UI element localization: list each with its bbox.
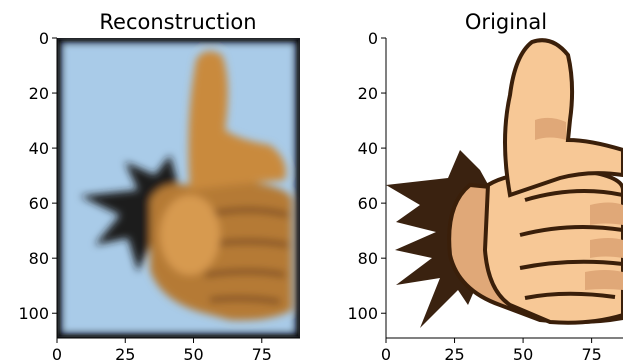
- x-tick-label: 25: [115, 345, 135, 362]
- y-tick-label: 0: [368, 29, 378, 48]
- y-tick-label: 60: [358, 194, 378, 213]
- original-image: [386, 38, 623, 338]
- original-panel: Original 0 25 50 75 0 20 40 60 80 100: [347, 10, 623, 362]
- y-tick-label: 100: [18, 304, 49, 323]
- y-tick-label: 40: [29, 139, 49, 158]
- y-tick-label: 100: [347, 304, 378, 323]
- x-tick-label: 75: [581, 345, 601, 362]
- y-tick-label: 40: [358, 139, 378, 158]
- y-tick-label: 20: [29, 84, 49, 103]
- x-tick-label: 0: [381, 345, 391, 362]
- x-tick-label: 25: [444, 345, 464, 362]
- y-tick-label: 60: [29, 194, 49, 213]
- y-tick-label: 80: [29, 249, 49, 268]
- x-tick-label: 50: [183, 345, 203, 362]
- y-tick-label: 0: [39, 29, 49, 48]
- original-title: Original: [465, 10, 547, 34]
- reconstruction-panel: Reconstruction 0 25 50 75 0 20 40 60 80 100: [18, 10, 300, 362]
- x-tick-label: 75: [252, 345, 272, 362]
- y-tick-label: 80: [358, 249, 378, 268]
- reconstruction-image: [57, 38, 300, 338]
- original-ticks: 0 25 50 75 0 20 40 60 80 100: [347, 29, 601, 362]
- reconstruction-title: Reconstruction: [99, 10, 256, 34]
- x-tick-label: 50: [513, 345, 533, 362]
- x-tick-label: 0: [52, 345, 62, 362]
- reconstruction-ticks: 0 25 50 75 0 20 40 60 80 100: [18, 29, 272, 362]
- y-tick-label: 20: [358, 84, 378, 103]
